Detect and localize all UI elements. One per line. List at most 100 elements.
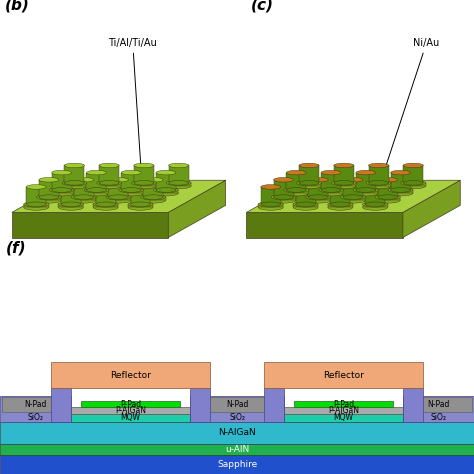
Ellipse shape	[36, 194, 61, 200]
Polygon shape	[62, 183, 87, 186]
Ellipse shape	[299, 163, 319, 168]
Polygon shape	[296, 187, 316, 204]
Ellipse shape	[330, 202, 350, 207]
Polygon shape	[341, 197, 365, 200]
Ellipse shape	[296, 202, 316, 207]
Polygon shape	[134, 165, 154, 183]
Ellipse shape	[378, 177, 398, 182]
Ellipse shape	[369, 181, 389, 185]
Ellipse shape	[341, 197, 365, 203]
Ellipse shape	[354, 190, 378, 196]
Text: P-AlGaN: P-AlGaN	[115, 406, 146, 415]
Bar	[51, 388, 71, 422]
Ellipse shape	[293, 201, 318, 207]
Polygon shape	[330, 187, 350, 204]
Polygon shape	[366, 183, 391, 186]
Ellipse shape	[261, 185, 281, 189]
Text: N-Pad: N-Pad	[427, 400, 450, 409]
Bar	[71, 414, 190, 422]
Ellipse shape	[273, 177, 293, 182]
Text: (b): (b)	[5, 0, 29, 12]
Ellipse shape	[93, 201, 118, 207]
Ellipse shape	[39, 195, 59, 200]
Ellipse shape	[354, 187, 378, 193]
Polygon shape	[84, 190, 109, 193]
Ellipse shape	[391, 188, 410, 192]
Polygon shape	[321, 173, 341, 190]
Ellipse shape	[321, 188, 341, 192]
Ellipse shape	[366, 183, 391, 189]
Ellipse shape	[334, 163, 354, 168]
Ellipse shape	[52, 188, 72, 192]
Bar	[294, 401, 393, 407]
Ellipse shape	[96, 202, 116, 207]
Ellipse shape	[309, 195, 328, 200]
Bar	[284, 414, 403, 422]
Polygon shape	[128, 204, 153, 208]
Polygon shape	[74, 180, 94, 197]
Ellipse shape	[365, 185, 385, 189]
Ellipse shape	[109, 195, 128, 200]
Ellipse shape	[143, 195, 163, 200]
Ellipse shape	[401, 180, 426, 186]
Polygon shape	[334, 165, 354, 183]
Polygon shape	[86, 173, 106, 190]
Text: u-AlN: u-AlN	[225, 445, 249, 454]
Polygon shape	[293, 204, 318, 208]
Ellipse shape	[74, 195, 94, 200]
Ellipse shape	[328, 205, 353, 210]
Polygon shape	[403, 180, 460, 237]
Ellipse shape	[141, 197, 165, 203]
Polygon shape	[356, 173, 376, 190]
Ellipse shape	[58, 201, 83, 207]
Text: Ni/Au: Ni/Au	[376, 37, 440, 195]
Polygon shape	[143, 180, 163, 197]
Bar	[403, 388, 423, 422]
Ellipse shape	[403, 181, 423, 185]
Polygon shape	[49, 190, 74, 193]
Polygon shape	[363, 204, 388, 208]
Polygon shape	[12, 212, 168, 237]
Bar	[284, 407, 403, 414]
Polygon shape	[309, 180, 328, 197]
Polygon shape	[131, 183, 156, 186]
Ellipse shape	[71, 197, 96, 203]
Polygon shape	[403, 165, 423, 183]
Ellipse shape	[119, 187, 144, 193]
Ellipse shape	[306, 197, 331, 203]
Ellipse shape	[128, 201, 153, 207]
Ellipse shape	[319, 187, 344, 193]
Polygon shape	[297, 183, 321, 186]
Ellipse shape	[286, 188, 306, 192]
Ellipse shape	[106, 197, 131, 203]
Polygon shape	[97, 183, 122, 186]
Bar	[190, 388, 210, 422]
Ellipse shape	[131, 180, 156, 186]
Bar	[403, 396, 474, 422]
Ellipse shape	[121, 170, 141, 175]
Bar	[192, 397, 282, 412]
Text: SiO₂: SiO₂	[27, 413, 44, 422]
Polygon shape	[299, 165, 319, 183]
Ellipse shape	[97, 183, 122, 189]
Ellipse shape	[99, 163, 119, 168]
Polygon shape	[365, 187, 385, 204]
Ellipse shape	[134, 181, 154, 185]
Polygon shape	[130, 187, 150, 204]
Ellipse shape	[375, 194, 400, 200]
Polygon shape	[24, 204, 49, 208]
Text: Ti/Al/Ti/Au: Ti/Al/Ti/Au	[109, 37, 157, 193]
Text: Reflector: Reflector	[110, 371, 151, 380]
Polygon shape	[343, 180, 363, 197]
Ellipse shape	[258, 205, 283, 210]
Polygon shape	[58, 204, 83, 208]
Ellipse shape	[363, 205, 388, 210]
Polygon shape	[401, 183, 426, 186]
Ellipse shape	[62, 180, 87, 186]
Ellipse shape	[128, 205, 153, 210]
Bar	[51, 362, 210, 388]
Ellipse shape	[26, 185, 46, 189]
Ellipse shape	[331, 183, 356, 189]
Ellipse shape	[271, 197, 296, 203]
Ellipse shape	[401, 183, 426, 189]
